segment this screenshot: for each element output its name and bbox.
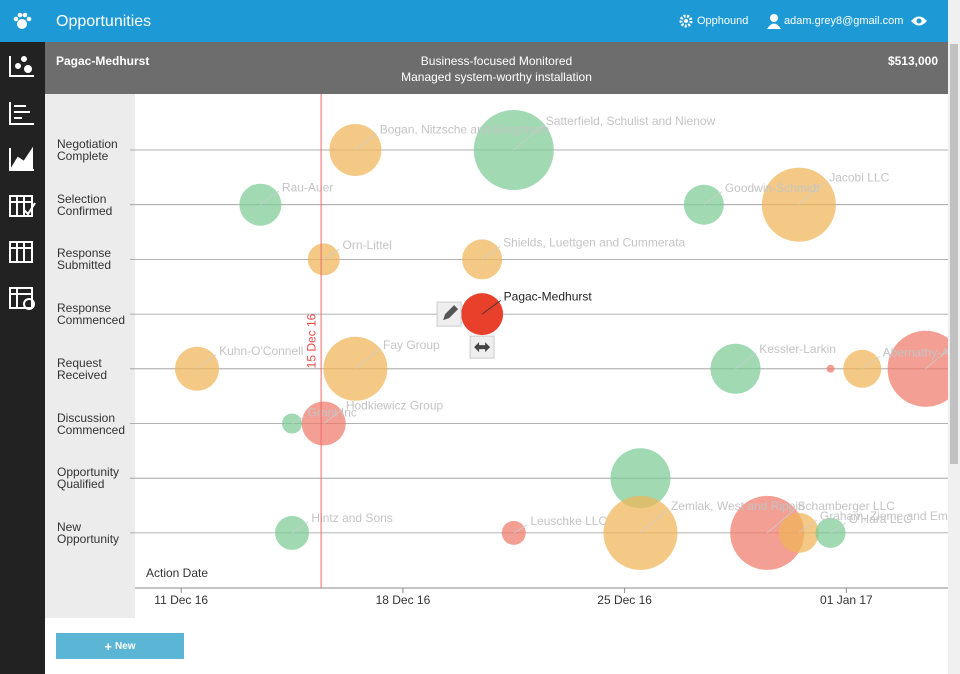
page-title: Opportunities	[56, 13, 152, 30]
description-line: Business-focused Monitored	[420, 54, 573, 68]
x-axis-label: Action Date	[146, 566, 208, 580]
gear-icon	[679, 14, 693, 28]
leader-line	[291, 521, 309, 534]
user-icon	[767, 14, 781, 29]
leader-line	[481, 246, 501, 260]
y-category-label: Selection Confirmed	[57, 191, 113, 218]
bubble-label: Hintz and Sons	[311, 511, 392, 525]
leader-line	[798, 181, 827, 206]
leader-line	[260, 190, 280, 206]
leader-line	[481, 300, 501, 315]
bubble-label: Graham, Zieme and Emm	[820, 509, 948, 523]
info-bar: Pagac-Medhurst Business-focused Monitore…	[45, 42, 948, 94]
nav-scatter[interactable]	[9, 56, 34, 77]
amount: $513,000	[887, 54, 938, 68]
account-link[interactable]: Opphound	[697, 15, 749, 27]
description-line: Managed system-worthy installation	[401, 70, 592, 84]
leader-line	[291, 416, 305, 424]
bubble-label: Hodkiewicz Group	[346, 398, 444, 412]
y-category-label: New Opportunity	[57, 519, 120, 546]
logo[interactable]	[12, 12, 32, 30]
leader-line	[355, 348, 381, 370]
y-category-label: Negotiation Complete	[57, 137, 118, 163]
bubble-label: Rau-Auer	[282, 180, 333, 194]
top-bar: Opportunities Opphound adam.grey8@gmail.…	[0, 0, 948, 42]
move-icon	[474, 342, 491, 353]
nav-grid-block[interactable]	[9, 287, 35, 310]
bubble-label: Orn-Littel	[343, 238, 392, 252]
x-tick-label: 25 Dec 16	[597, 593, 652, 607]
y-category-label: Response Commenced	[57, 301, 126, 328]
opportunity-name: Pagac-Medhurst	[56, 54, 150, 68]
bubble-label: Pagac-Medhurst	[504, 290, 593, 304]
bubble[interactable]	[610, 448, 671, 509]
nav-area[interactable]	[9, 146, 34, 171]
user-link[interactable]: adam.grey8@gmail.com	[784, 15, 904, 27]
bubble-label: Zemlak, West and Rippin	[671, 499, 805, 513]
sidebar	[0, 42, 45, 674]
leader-line	[513, 524, 528, 534]
leader-line	[861, 356, 880, 370]
bubble-label: Kessler-Larkin	[759, 342, 836, 356]
leader-line	[323, 248, 340, 260]
bubble-label: Satterfield, Schulist and Nienow	[546, 114, 716, 128]
bubble-label: Jacobi LLC	[829, 171, 889, 185]
bubble-label: Grant Inc	[308, 406, 357, 420]
leader-line	[196, 354, 217, 370]
scrollbar-thumb[interactable]	[950, 44, 958, 464]
leader-line	[323, 408, 344, 424]
leader-line	[703, 191, 723, 206]
bubble-label: Shields, Luettgen and Cummerata	[503, 236, 685, 250]
bubble[interactable]	[887, 330, 948, 407]
nav-bars[interactable]	[9, 102, 34, 125]
bubble-label: Abernathy-Abshire	[883, 346, 948, 360]
nav-icons	[9, 56, 36, 310]
leader-line	[355, 133, 377, 151]
y-category-label: Request Received	[57, 355, 108, 382]
bubble-label: Schamberger LLC	[798, 499, 896, 513]
leader-line	[798, 519, 818, 534]
bubble-label: Fay Group	[383, 338, 440, 352]
leader-line	[735, 352, 757, 370]
x-tick-label: 01 Jan 17	[820, 593, 873, 607]
leader-line	[640, 509, 669, 534]
edit-icon	[443, 305, 459, 321]
stage-column	[45, 94, 135, 618]
date-marker-label: 15 Dec 16	[304, 313, 318, 368]
eye-icon[interactable]	[910, 15, 928, 27]
leader-line	[830, 522, 847, 534]
new-button[interactable]: + New	[56, 633, 184, 659]
y-category-label: Response Submitted	[57, 246, 112, 273]
leader-line	[925, 349, 948, 370]
x-tick-label: 18 Dec 16	[376, 593, 431, 607]
y-category-label: Opportunity Qualified	[57, 465, 120, 492]
plus-icon: +	[104, 638, 113, 654]
bubble-label: Leuschke LLC	[530, 514, 607, 528]
x-tick-label: 11 Dec 16	[154, 593, 208, 607]
bubble[interactable]	[826, 364, 835, 373]
bubble-label: O'Hara LLC	[849, 512, 912, 526]
bubble-label: Bogan, Nitzsche and Bergstrom	[380, 123, 549, 137]
bubble-label: Kuhn-O'Connell	[219, 344, 303, 358]
nav-grid-tag[interactable]	[9, 241, 33, 263]
nav-grid-check[interactable]	[9, 195, 36, 217]
new-button-label: New	[115, 640, 136, 652]
leader-line	[513, 124, 544, 151]
bubble-label: Goodwin-Schmidt	[725, 181, 820, 195]
leader-line	[766, 509, 795, 534]
y-category-label: Discussion Commenced	[57, 410, 126, 437]
